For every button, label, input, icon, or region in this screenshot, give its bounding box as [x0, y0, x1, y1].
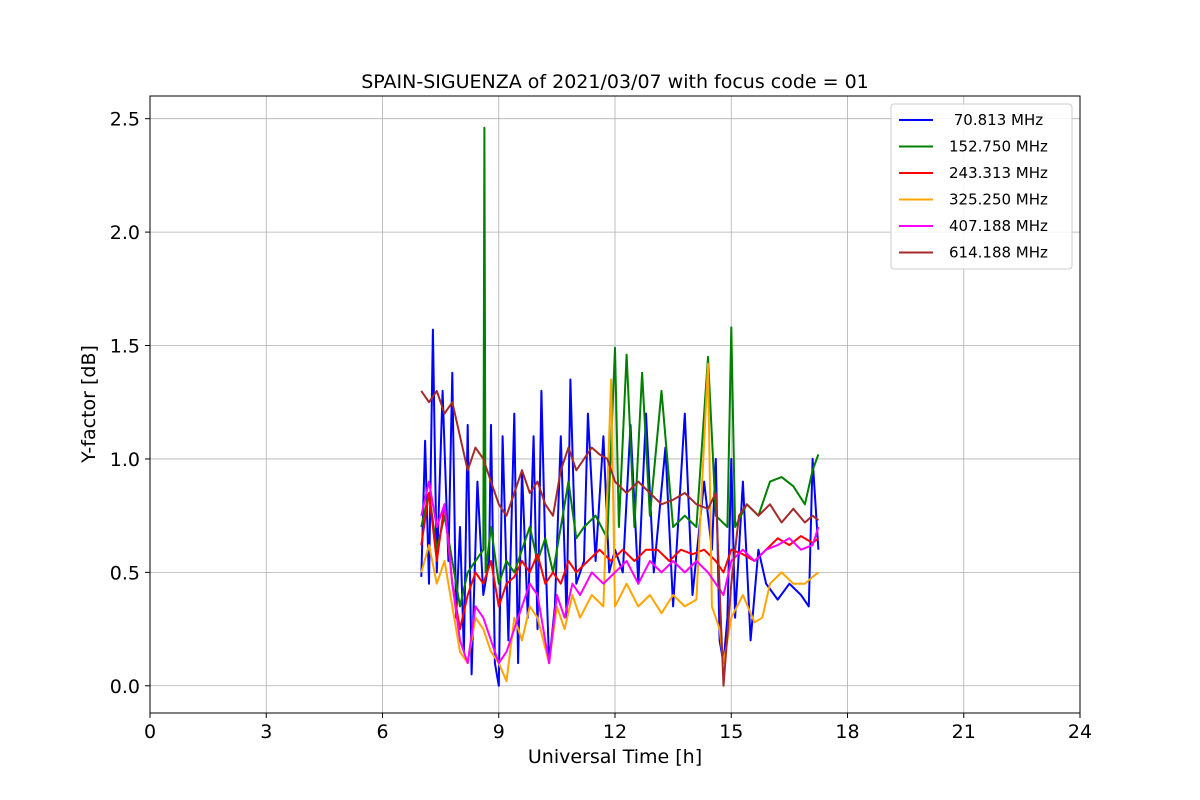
x-tick-label: 3	[260, 721, 272, 743]
legend-box	[890, 103, 1073, 270]
y-axis-label: Y-factor [dB]	[78, 345, 100, 464]
y-tick-label: 1.0	[110, 449, 140, 471]
legend-label: 614.188 MHz	[949, 244, 1048, 262]
y-tick-label: 0.0	[110, 676, 140, 698]
x-tick-label: 12	[603, 721, 627, 743]
series-group	[420, 126, 820, 687]
legend: 70.813 MHz 152.750 MHz 243.313 MHz 325.250 …	[890, 103, 1073, 270]
series-line-3	[420, 362, 820, 683]
x-tick-label: 18	[835, 721, 859, 743]
y-tick-label: 1.5	[110, 336, 140, 358]
x-tick-label: 21	[952, 721, 976, 743]
x-tick-label: 0	[144, 721, 156, 743]
legend-label: 70.813 MHz	[949, 111, 1043, 129]
x-tick-label: 9	[493, 721, 505, 743]
x-axis: 0 3 6 9 12 15 18 21 24	[144, 713, 1092, 743]
series-line-2	[420, 492, 820, 631]
legend-label: 407.188 MHz	[949, 217, 1048, 235]
chart-title: SPAIN-SIGUENZA of 2021/03/07 with focus …	[361, 71, 869, 93]
y-tick-label: 2.0	[110, 222, 140, 244]
y-axis: 0.0 0.5 1.0 1.5 2.0 2.5	[110, 109, 150, 698]
series-line-5	[420, 389, 820, 687]
x-tick-label: 15	[719, 721, 743, 743]
y-tick-label: 0.5	[110, 562, 140, 584]
series-line-4	[420, 480, 820, 665]
legend-label: 243.313 MHz	[949, 164, 1048, 182]
y-tick-label: 2.5	[110, 109, 140, 131]
x-axis-label: Universal Time [h]	[528, 746, 702, 768]
x-tick-label: 24	[1068, 721, 1092, 743]
legend-label: 325.250 MHz	[949, 191, 1048, 209]
series-line-1	[420, 126, 820, 608]
x-tick-label: 6	[376, 721, 388, 743]
legend-label: 152.750 MHz	[949, 138, 1048, 156]
